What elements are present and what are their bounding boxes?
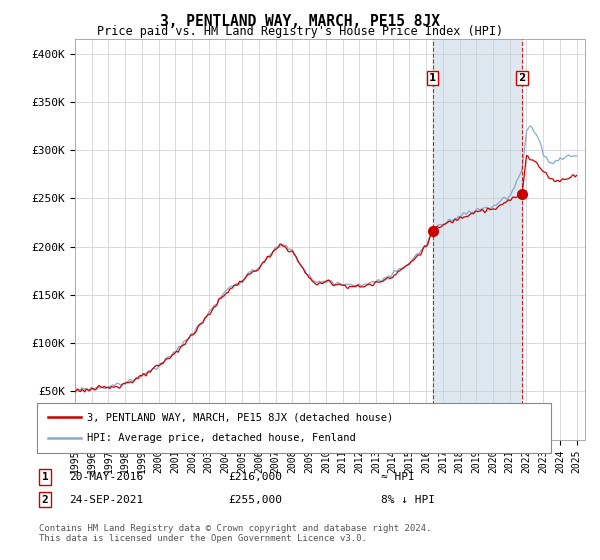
Text: 3, PENTLAND WAY, MARCH, PE15 8JX: 3, PENTLAND WAY, MARCH, PE15 8JX xyxy=(160,14,440,29)
Text: 1: 1 xyxy=(41,472,49,482)
Text: 20-MAY-2016: 20-MAY-2016 xyxy=(69,472,143,482)
Text: 1: 1 xyxy=(429,73,436,83)
Text: £255,000: £255,000 xyxy=(228,494,282,505)
Text: Price paid vs. HM Land Registry's House Price Index (HPI): Price paid vs. HM Land Registry's House … xyxy=(97,25,503,38)
Text: HPI: Average price, detached house, Fenland: HPI: Average price, detached house, Fenl… xyxy=(87,433,356,444)
Text: 8% ↓ HPI: 8% ↓ HPI xyxy=(381,494,435,505)
Text: ≈ HPI: ≈ HPI xyxy=(381,472,415,482)
Text: 2: 2 xyxy=(41,494,49,505)
Text: Contains HM Land Registry data © Crown copyright and database right 2024.
This d: Contains HM Land Registry data © Crown c… xyxy=(39,524,431,543)
Text: 24-SEP-2021: 24-SEP-2021 xyxy=(69,494,143,505)
Text: 3, PENTLAND WAY, MARCH, PE15 8JX (detached house): 3, PENTLAND WAY, MARCH, PE15 8JX (detach… xyxy=(87,412,393,422)
Text: £216,000: £216,000 xyxy=(228,472,282,482)
Bar xyxy=(433,39,522,440)
Text: 2: 2 xyxy=(518,73,526,83)
